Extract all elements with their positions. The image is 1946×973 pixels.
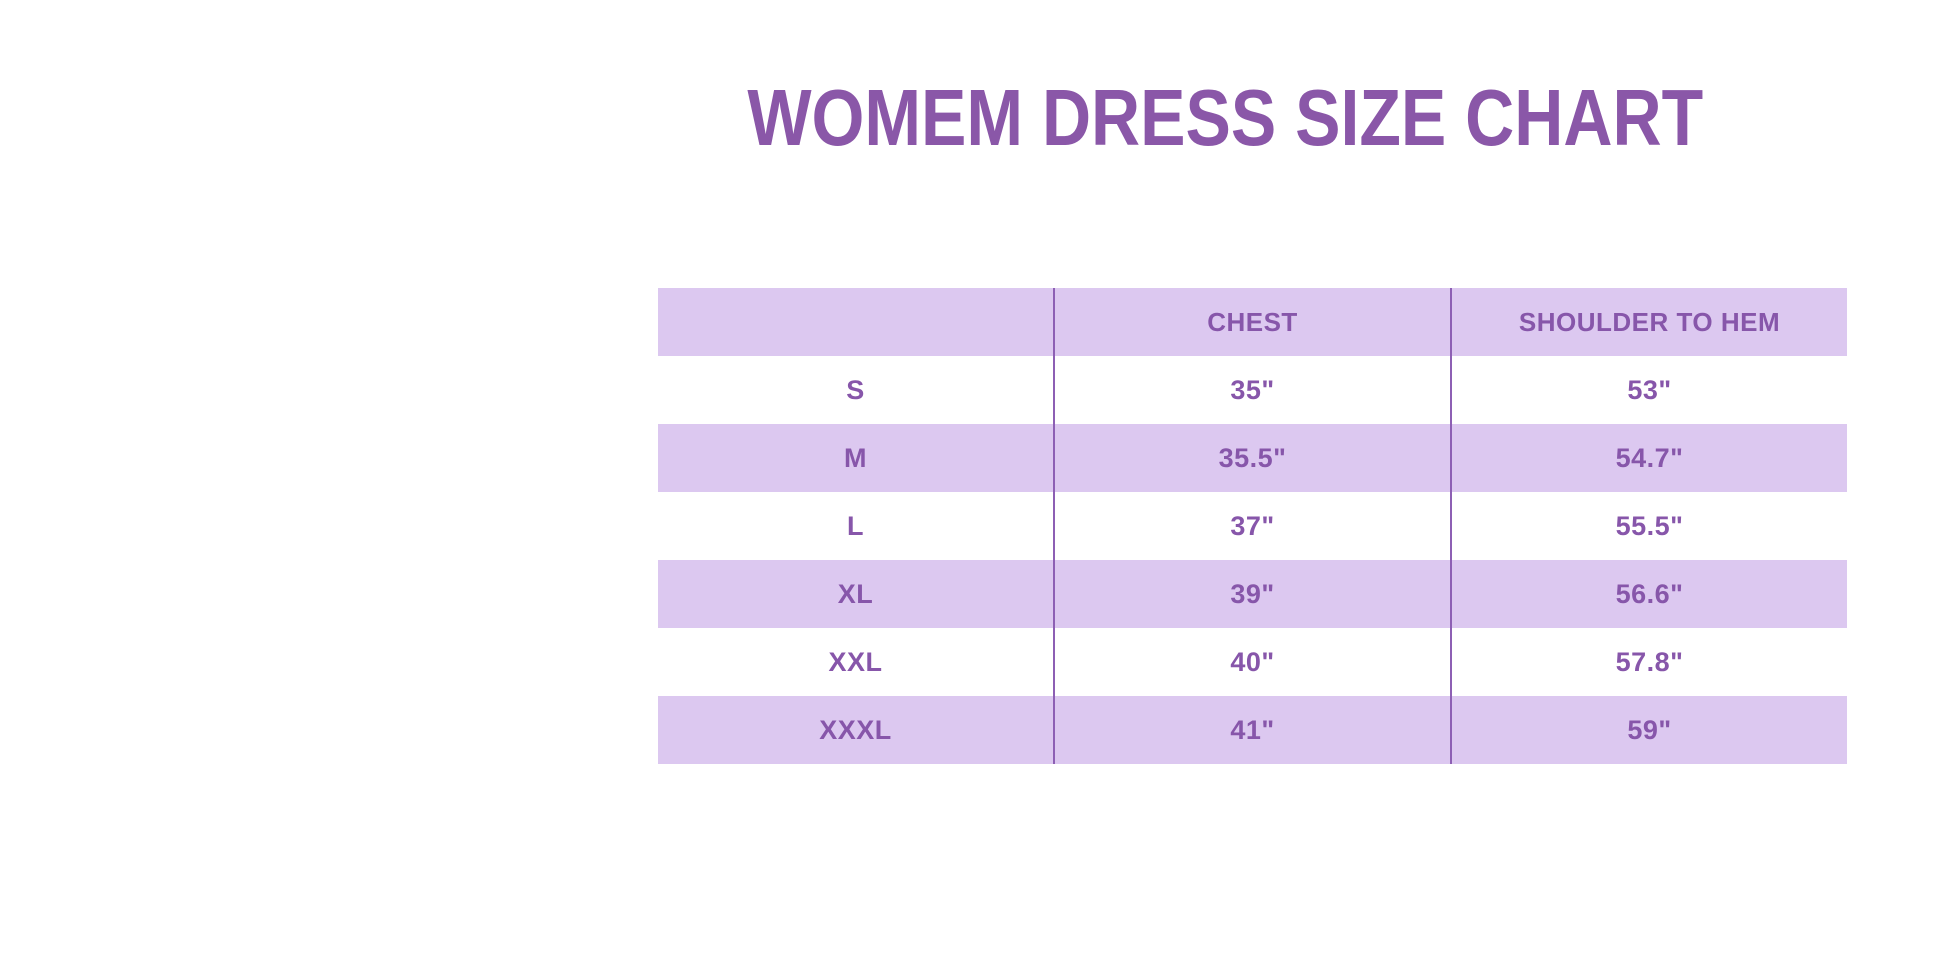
header-size [658,288,1053,356]
header-shoulder-to-hem: SHOULDER TO HEM [1450,288,1847,356]
chest-cell: 41" [1053,696,1450,764]
size-cell: M [844,442,867,473]
chest-cell: 37" [1053,492,1450,560]
header-chest: CHEST [1053,288,1450,356]
chest-cell: 35.5" [1053,424,1450,492]
shoulder-to-hem-cell: 53" [1450,356,1847,424]
table-row-m: M 35.5" 54.7" [658,424,1847,492]
chest-cell: 40" [1053,628,1450,696]
size-cell: XXL [828,646,883,677]
size-cell: S [846,374,865,405]
table-row-xxl: XXL 40" 57.8" [658,628,1847,696]
table-row-s: S 35" 53" [658,356,1847,424]
table-row-l: L 37" 55.5" [658,492,1847,560]
page-title-text: WOMEM DRESS SIZE CHART [747,73,1703,162]
chest-cell: 35" [1053,356,1450,424]
size-cell: L [847,510,864,541]
table-row-xxxl: XXXL 41" 59" [658,696,1847,764]
size-cell: XL [837,578,874,609]
shoulder-to-hem-cell: 57.8" [1450,628,1847,696]
shoulder-to-hem-cell: 55.5" [1450,492,1847,560]
shoulder-to-hem-cell: 59" [1450,696,1847,764]
shoulder-to-hem-cell: 54.7" [1450,424,1847,492]
shoulder-to-hem-cell: 56.6" [1450,560,1847,628]
chest-cell: 39" [1053,560,1450,628]
size-cell: XXXL [819,714,892,745]
table-header-row: CHEST SHOULDER TO HEM [658,288,1847,356]
page-title: WOMEM DRESS SIZE CHART [600,78,1850,158]
size-chart-table: CHEST SHOULDER TO HEM S 35" 53" M 35.5" … [658,288,1847,764]
table-row-xl: XL 39" 56.6" [658,560,1847,628]
